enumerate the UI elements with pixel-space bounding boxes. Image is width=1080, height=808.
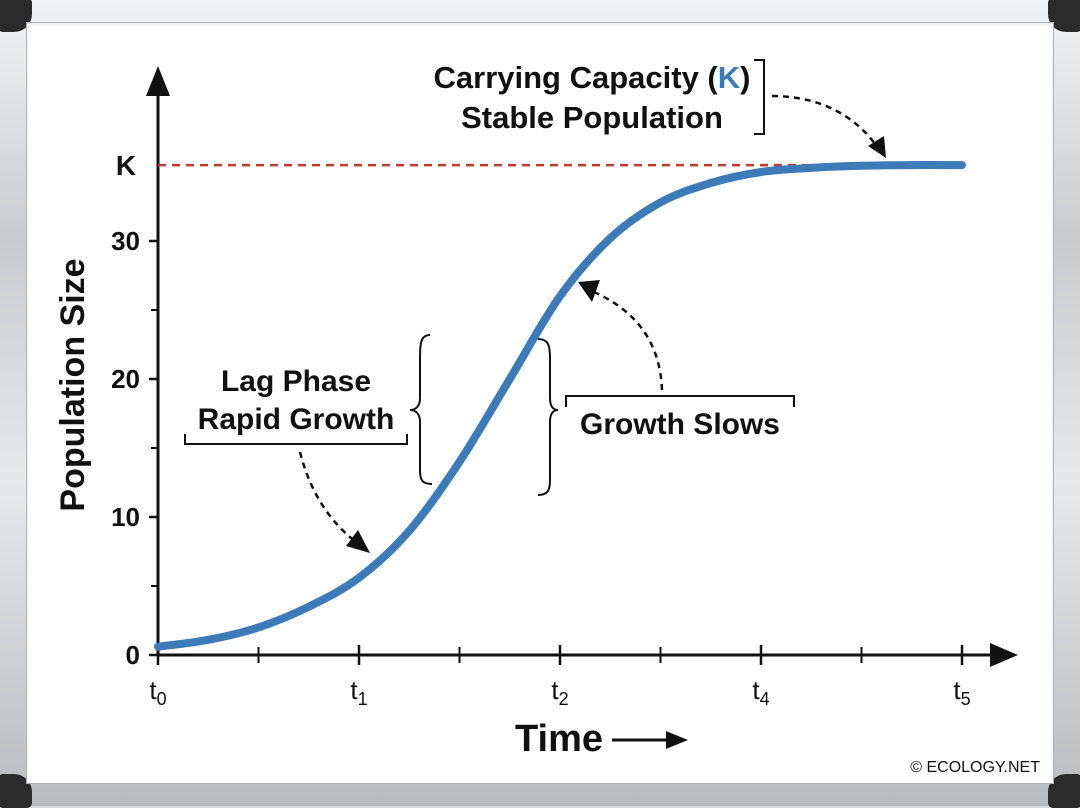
x-tick-label: t1 — [350, 675, 367, 709]
x-axis-title: Time — [515, 718, 603, 760]
lag-annotation-line2: Rapid Growth — [198, 403, 395, 436]
lag-annotation: Lag Phase Rapid Growth — [184, 334, 433, 553]
slows-overline-bracket — [565, 395, 795, 407]
copyright-text: © ECOLOGY.NET — [910, 759, 1040, 776]
carrying-capacity-label: K — [116, 150, 136, 181]
x-tick-label: t4 — [752, 675, 769, 709]
capacity-pointer-arrowhead-icon — [868, 136, 886, 158]
y-tick-label: 20 — [111, 364, 140, 394]
capacity-annotation: Carrying Capacity (K) Stable Population — [434, 59, 886, 158]
capacity-pointer-arrow — [771, 94, 880, 149]
slows-annotation-text: Growth Slows — [580, 408, 780, 441]
x-axis-arrow-icon — [990, 643, 1018, 667]
lag-underline-bracket — [184, 434, 408, 445]
capacity-annotation-k: K — [718, 60, 741, 95]
capacity-bracket — [754, 59, 765, 135]
capacity-annotation-paren: ) — [740, 60, 750, 95]
y-axis-arrow-icon — [146, 66, 170, 96]
lag-pointer-arrow — [298, 451, 357, 543]
y-tick-label: 10 — [111, 502, 140, 532]
axes — [146, 66, 1018, 667]
capacity-annotation-line2: Stable Population — [461, 100, 723, 135]
y-tick-label: 0 — [126, 640, 140, 670]
x-tick-label: t5 — [953, 675, 970, 709]
population-curve — [154, 161, 966, 651]
lag-pointer-arrowhead-icon — [346, 530, 370, 553]
slows-pointer-arrow — [593, 290, 664, 391]
lag-curly-brace — [409, 334, 433, 485]
lag-annotation-line1: Lag Phase — [221, 365, 371, 398]
slows-pointer-arrowhead-icon — [578, 280, 600, 302]
y-tick-label: 30 — [111, 226, 140, 256]
y-axis-title: Population Size — [54, 258, 92, 511]
time-arrowhead-icon — [666, 731, 688, 749]
x-tick-label: t2 — [551, 675, 568, 709]
slows-annotation: Growth Slows — [537, 280, 795, 496]
capacity-annotation-text: Carrying Capacity ( — [434, 60, 719, 95]
x-tick-label: t0 — [149, 675, 166, 709]
capacity-annotation-line1: Carrying Capacity (K) — [434, 60, 751, 95]
y-ticks: 0 10 20 30 — [111, 226, 158, 670]
x-ticks: t0 t1 t2 t4 t5 — [149, 645, 971, 709]
slows-curly-brace — [537, 338, 559, 496]
